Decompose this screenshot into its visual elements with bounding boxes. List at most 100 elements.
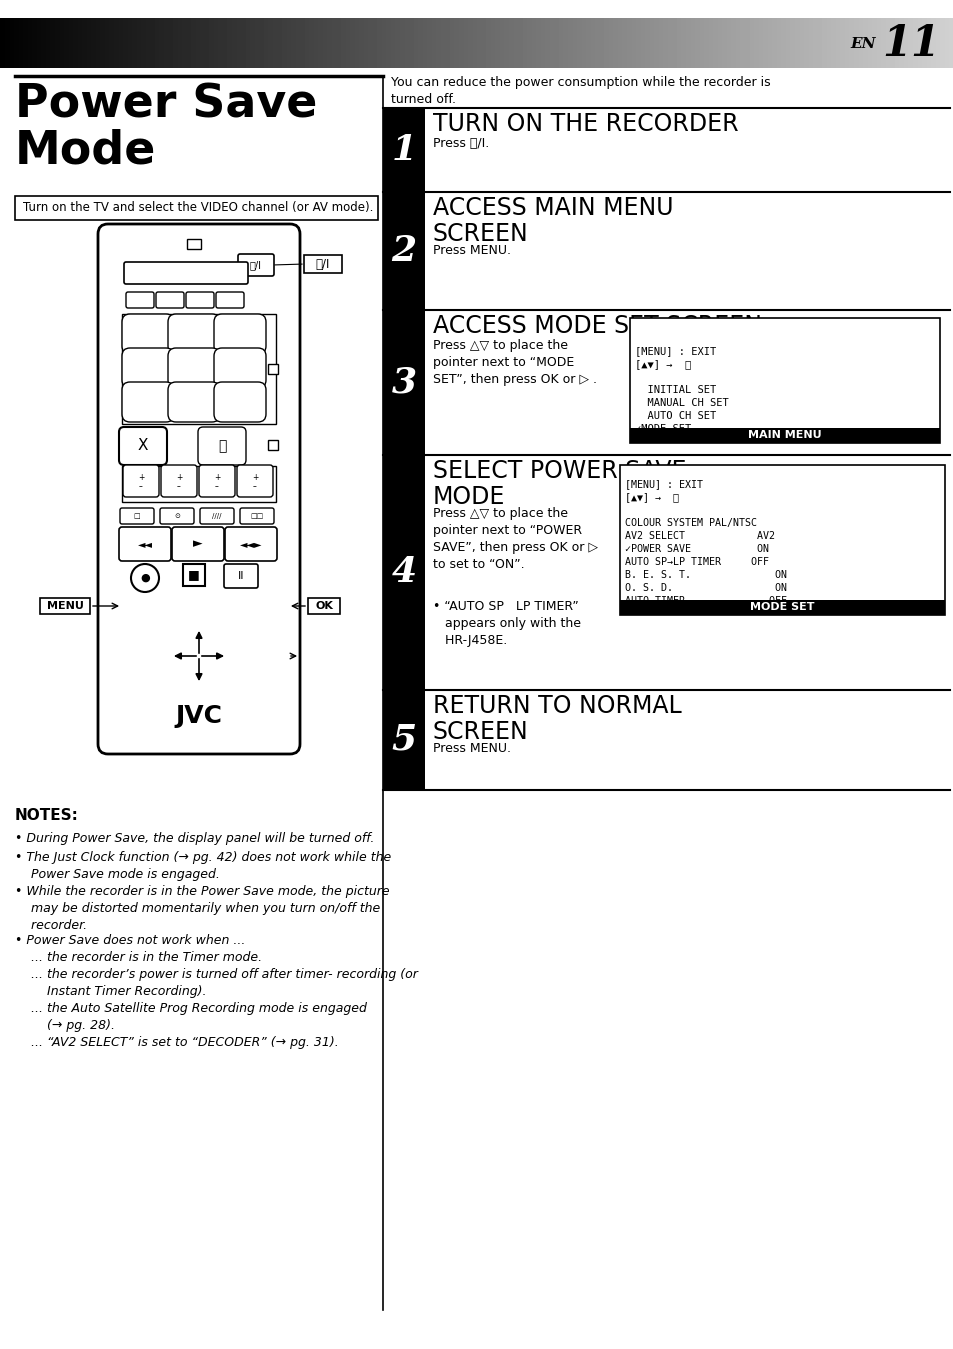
FancyBboxPatch shape xyxy=(199,465,234,496)
FancyBboxPatch shape xyxy=(186,291,213,308)
Bar xyxy=(382,689,424,791)
FancyBboxPatch shape xyxy=(213,382,266,422)
FancyBboxPatch shape xyxy=(160,509,193,523)
Bar xyxy=(40,598,90,614)
FancyBboxPatch shape xyxy=(119,428,167,465)
FancyBboxPatch shape xyxy=(224,564,257,588)
Text: ⏻/I: ⏻/I xyxy=(315,258,330,271)
FancyBboxPatch shape xyxy=(168,382,220,422)
Text: • While the recorder is in the Power Save mode, the picture
    may be distorted: • While the recorder is in the Power Sav… xyxy=(15,885,389,932)
Text: +
–: + – xyxy=(175,473,182,491)
Text: +
–: + – xyxy=(137,473,144,491)
Text: OK: OK xyxy=(314,602,333,611)
FancyBboxPatch shape xyxy=(225,527,276,561)
Text: • During Power Save, the display panel will be turned off.: • During Power Save, the display panel w… xyxy=(15,832,374,844)
FancyBboxPatch shape xyxy=(126,291,153,308)
FancyBboxPatch shape xyxy=(215,291,244,308)
Bar xyxy=(15,196,377,220)
Circle shape xyxy=(131,564,159,592)
Text: ●: ● xyxy=(140,573,150,583)
Text: MAIN MENU: MAIN MENU xyxy=(747,430,821,441)
Text: ■: ■ xyxy=(188,568,200,581)
Bar xyxy=(619,600,944,615)
FancyBboxPatch shape xyxy=(213,348,266,389)
FancyBboxPatch shape xyxy=(156,291,184,308)
Text: Press ⏻/I.: Press ⏻/I. xyxy=(433,138,489,150)
Text: • The Just Clock function (→ pg. 42) does not work while the
    Power Save mode: • The Just Clock function (→ pg. 42) doe… xyxy=(15,851,391,881)
Text: TURN ON THE RECORDER: TURN ON THE RECORDER xyxy=(433,112,738,136)
FancyBboxPatch shape xyxy=(168,348,220,389)
Text: ////: //// xyxy=(212,513,221,519)
FancyBboxPatch shape xyxy=(240,509,274,523)
Text: +
–: + – xyxy=(213,473,220,491)
Text: □□: □□ xyxy=(250,513,263,519)
FancyBboxPatch shape xyxy=(200,509,233,523)
Text: COLOUR SYSTEM PAL/NTSC: COLOUR SYSTEM PAL/NTSC xyxy=(624,518,757,527)
Text: AUTO CH SET: AUTO CH SET xyxy=(635,411,716,421)
Bar xyxy=(619,465,944,615)
Text: ⌚: ⌚ xyxy=(217,438,226,453)
Text: 5: 5 xyxy=(391,723,416,757)
FancyBboxPatch shape xyxy=(237,254,274,277)
Text: RETURN TO NORMAL
SCREEN: RETURN TO NORMAL SCREEN xyxy=(433,693,681,743)
Bar xyxy=(382,108,424,192)
Text: Turn on the TV and select the VIDEO channel (or AV mode).: Turn on the TV and select the VIDEO chan… xyxy=(23,201,373,214)
Text: You can reduce the power consumption while the recorder is
turned off.: You can reduce the power consumption whi… xyxy=(391,76,770,107)
FancyBboxPatch shape xyxy=(172,527,224,561)
Text: Press △▽ to place the
pointer next to “MODE
SET”, then press OK or ▷ .: Press △▽ to place the pointer next to “M… xyxy=(433,339,597,386)
FancyBboxPatch shape xyxy=(122,382,173,422)
Text: B. E. S. T.              ON: B. E. S. T. ON xyxy=(624,571,786,580)
Text: ACCESS MAIN MENU
SCREEN: ACCESS MAIN MENU SCREEN xyxy=(433,196,673,246)
FancyBboxPatch shape xyxy=(122,348,173,389)
FancyBboxPatch shape xyxy=(98,224,299,754)
Text: □: □ xyxy=(133,513,140,519)
Text: Power Save
Mode: Power Save Mode xyxy=(15,82,317,174)
Text: AV2 SELECT            AV2: AV2 SELECT AV2 xyxy=(624,532,774,541)
FancyBboxPatch shape xyxy=(236,465,273,496)
FancyBboxPatch shape xyxy=(213,314,266,353)
Text: ✓POWER SAVE           ON: ✓POWER SAVE ON xyxy=(624,544,768,554)
Text: MODE SET: MODE SET xyxy=(749,603,814,612)
Text: NOTES:: NOTES: xyxy=(15,808,79,823)
Text: Press △▽ to place the
pointer next to “POWER
SAVE”, then press OK or ▷
to set to: Press △▽ to place the pointer next to “P… xyxy=(433,507,598,571)
Text: MENU: MENU xyxy=(47,602,83,611)
Text: • Power Save does not work when ...
    ... the recorder is in the Timer mode.
 : • Power Save does not work when ... ... … xyxy=(15,934,417,1050)
Text: [▲▼] →  Ⓚ: [▲▼] → Ⓚ xyxy=(624,492,679,502)
FancyBboxPatch shape xyxy=(161,465,196,496)
Text: O. S. D.                 ON: O. S. D. ON xyxy=(624,583,786,594)
Text: ►: ► xyxy=(193,537,203,550)
Bar xyxy=(308,598,339,614)
Text: 4: 4 xyxy=(391,556,416,590)
Text: +
–: + – xyxy=(252,473,258,491)
FancyBboxPatch shape xyxy=(122,314,173,353)
Text: SELECT POWER SAVE
MODE: SELECT POWER SAVE MODE xyxy=(433,459,686,509)
Text: [▲▼] →  Ⓚ: [▲▼] → Ⓚ xyxy=(635,359,691,370)
Text: MANUAL CH SET: MANUAL CH SET xyxy=(635,398,728,407)
Bar xyxy=(629,428,939,442)
Bar xyxy=(122,465,275,502)
Text: ◄◄: ◄◄ xyxy=(137,540,152,549)
FancyBboxPatch shape xyxy=(124,262,248,285)
Text: ACCESS MODE SET SCREEN: ACCESS MODE SET SCREEN xyxy=(433,314,761,339)
FancyBboxPatch shape xyxy=(119,527,171,561)
FancyBboxPatch shape xyxy=(120,509,153,523)
Text: JVC: JVC xyxy=(175,704,222,728)
Text: ⏻/I: ⏻/I xyxy=(250,260,262,270)
Text: X: X xyxy=(137,438,148,453)
Bar xyxy=(268,440,277,451)
Text: 11: 11 xyxy=(882,23,939,65)
Text: [MENU] : EXIT: [MENU] : EXIT xyxy=(624,479,702,488)
Text: INITIAL SET: INITIAL SET xyxy=(635,384,716,395)
Bar xyxy=(382,310,424,455)
Text: ◄◄►: ◄◄► xyxy=(239,540,262,549)
Text: • “AUTO SP   LP TIMER”
   appears only with the
   HR-J458E.: • “AUTO SP LP TIMER” appears only with t… xyxy=(433,600,580,648)
Text: Press MENU.: Press MENU. xyxy=(433,742,511,755)
Text: 3: 3 xyxy=(391,366,416,399)
Text: [MENU] : EXIT: [MENU] : EXIT xyxy=(635,345,716,356)
Bar xyxy=(183,564,205,585)
Bar xyxy=(629,318,939,442)
FancyBboxPatch shape xyxy=(304,255,341,272)
Text: Press MENU.: Press MENU. xyxy=(433,244,511,258)
Bar xyxy=(382,455,424,689)
FancyBboxPatch shape xyxy=(123,465,159,496)
